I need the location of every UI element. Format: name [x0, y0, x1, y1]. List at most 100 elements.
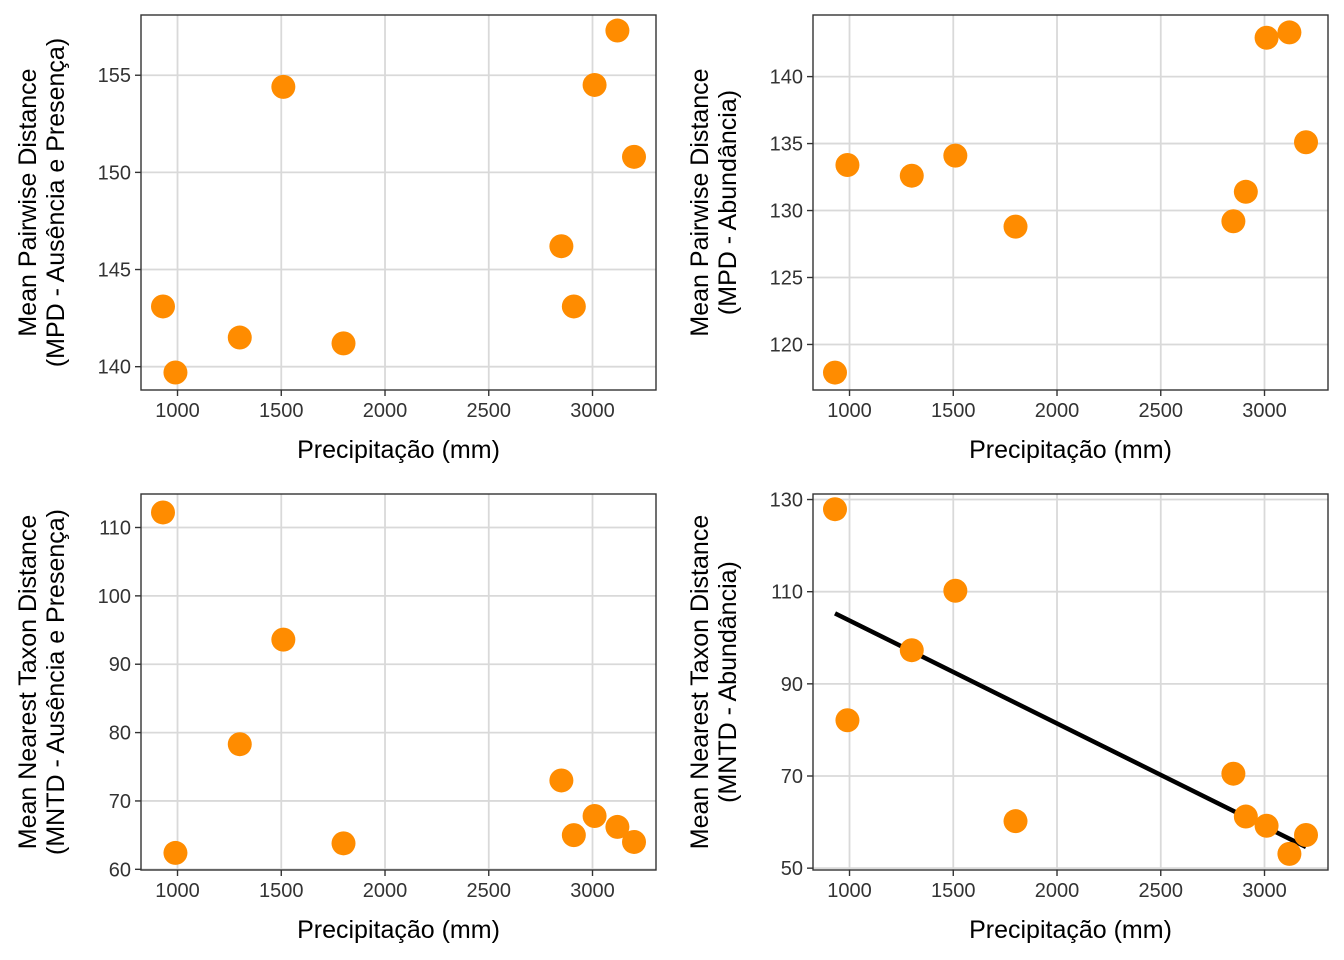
data-point: [582, 72, 607, 97]
y-tick-label: 130: [770, 490, 803, 512]
data-point: [1277, 841, 1302, 866]
data-point: [899, 638, 924, 663]
x-tick-label: 3000: [1242, 880, 1287, 902]
data-point: [561, 294, 586, 319]
data-point: [271, 627, 296, 652]
data-point: [1233, 804, 1258, 829]
plot-background: [141, 15, 656, 390]
x-tick-label: 2000: [363, 880, 408, 902]
y-tick-label: 135: [770, 134, 803, 156]
data-point: [822, 360, 847, 385]
x-tick-label: 2000: [1035, 400, 1080, 422]
data-point: [549, 768, 574, 793]
x-tick-label: 2000: [1035, 880, 1080, 902]
x-axis-title: Precipitação (mm): [297, 916, 500, 944]
x-tick-label: 2500: [467, 880, 512, 902]
y-tick-label: 140: [770, 67, 803, 89]
x-axis-title: Precipitação (mm): [969, 436, 1172, 464]
y-axis-title-line-1: Mean Pairwise Distance: [686, 68, 714, 336]
y-tick-label: 80: [109, 723, 131, 745]
plot-frame: [812, 493, 1329, 871]
x-tick-label: 3000: [570, 400, 615, 422]
y-tick-label: 60: [109, 859, 131, 881]
y-tick-label: 90: [109, 654, 131, 676]
data-point: [1254, 813, 1279, 838]
data-point: [605, 18, 630, 43]
data-point: [943, 143, 968, 168]
y-tick-label: 140: [98, 357, 131, 379]
y-tick-label: 50: [781, 858, 803, 880]
x-tick-label: 2000: [363, 400, 408, 422]
y-tick-label: 150: [98, 162, 131, 184]
panel-2: 1000 1500 2000 2500 3000 120 125 130 135 140 Preci…: [686, 14, 1329, 464]
x-axis-title: Precipitação (mm): [969, 916, 1172, 944]
y-tick-label: 155: [98, 65, 131, 87]
data-point: [822, 497, 847, 522]
panel-3: 1000 1500 2000 2500 3000 60 70 80 90 100 110 Precip…: [14, 493, 657, 944]
y-axis-title-line-1: Mean Nearest Taxon Distance: [686, 515, 714, 849]
x-tick-label: 2500: [1139, 400, 1184, 422]
plot-frame: [812, 14, 1329, 391]
data-point: [163, 360, 188, 385]
panel-1: 1000 1500 2000 2500 3000 140 145 150 155 Precipit…: [14, 14, 657, 464]
data-point: [1294, 130, 1319, 155]
x-tick-label: 1000: [827, 880, 872, 902]
data-point: [163, 840, 188, 865]
y-axis-title-line-2: (MPD - Ausência e Presença): [42, 38, 70, 367]
y-tick-label: 100: [98, 586, 131, 608]
y-tick-label: 70: [109, 791, 131, 813]
data-point: [1254, 25, 1279, 50]
data-point: [1294, 822, 1319, 847]
data-point: [605, 814, 630, 839]
plot-frame: [140, 14, 657, 391]
panel-4: 1000 1500 2000 2500 3000 50 70 90 110 130 Precipit…: [686, 490, 1329, 944]
y-tick-label: 90: [781, 674, 803, 696]
y-axis-title-line-2: (MNTD - Abundância): [714, 561, 742, 803]
data-point: [331, 331, 356, 356]
plot-frame: [140, 493, 657, 871]
x-tick-label: 1500: [259, 880, 304, 902]
data-point: [622, 144, 647, 169]
data-point: [561, 823, 586, 848]
data-point: [835, 708, 860, 733]
plot-background: [141, 494, 656, 870]
data-point: [227, 325, 252, 350]
data-point: [943, 578, 968, 603]
data-point: [1221, 209, 1246, 234]
x-tick-label: 1500: [931, 880, 976, 902]
data-point: [1003, 214, 1028, 239]
y-axis-title-line-1: Mean Nearest Taxon Distance: [14, 515, 42, 849]
y-tick-label: 125: [770, 268, 803, 290]
data-point: [582, 803, 607, 828]
y-tick-label: 70: [781, 766, 803, 788]
data-point: [549, 234, 574, 259]
x-tick-label: 2500: [467, 400, 512, 422]
data-point: [622, 829, 647, 854]
x-tick-label: 3000: [1242, 400, 1287, 422]
x-tick-label: 1500: [259, 400, 304, 422]
data-point: [150, 294, 175, 319]
data-point: [271, 74, 296, 99]
data-point: [227, 732, 252, 757]
data-point: [1003, 809, 1028, 834]
y-tick-label: 120: [770, 334, 803, 356]
x-tick-label: 3000: [570, 880, 615, 902]
y-tick-label: 110: [771, 582, 803, 604]
x-tick-label: 1000: [155, 400, 200, 422]
x-tick-label: 1500: [931, 400, 976, 422]
y-axis-title-line-1: Mean Pairwise Distance: [14, 68, 42, 336]
x-tick-label: 1000: [827, 400, 872, 422]
data-point: [899, 163, 924, 188]
data-point: [835, 153, 860, 177]
data-point: [1233, 179, 1258, 204]
data-point: [1221, 761, 1246, 786]
y-tick-label: 110: [99, 517, 131, 539]
y-axis-title-line-2: (MNTD - Ausência e Presença): [42, 509, 70, 855]
data-point: [1277, 20, 1302, 45]
x-tick-label: 2500: [1139, 880, 1184, 902]
x-tick-label: 1000: [155, 880, 200, 902]
x-axis-title: Precipitação (mm): [297, 436, 500, 464]
y-tick-label: 130: [770, 201, 803, 223]
y-tick-label: 145: [98, 260, 131, 282]
